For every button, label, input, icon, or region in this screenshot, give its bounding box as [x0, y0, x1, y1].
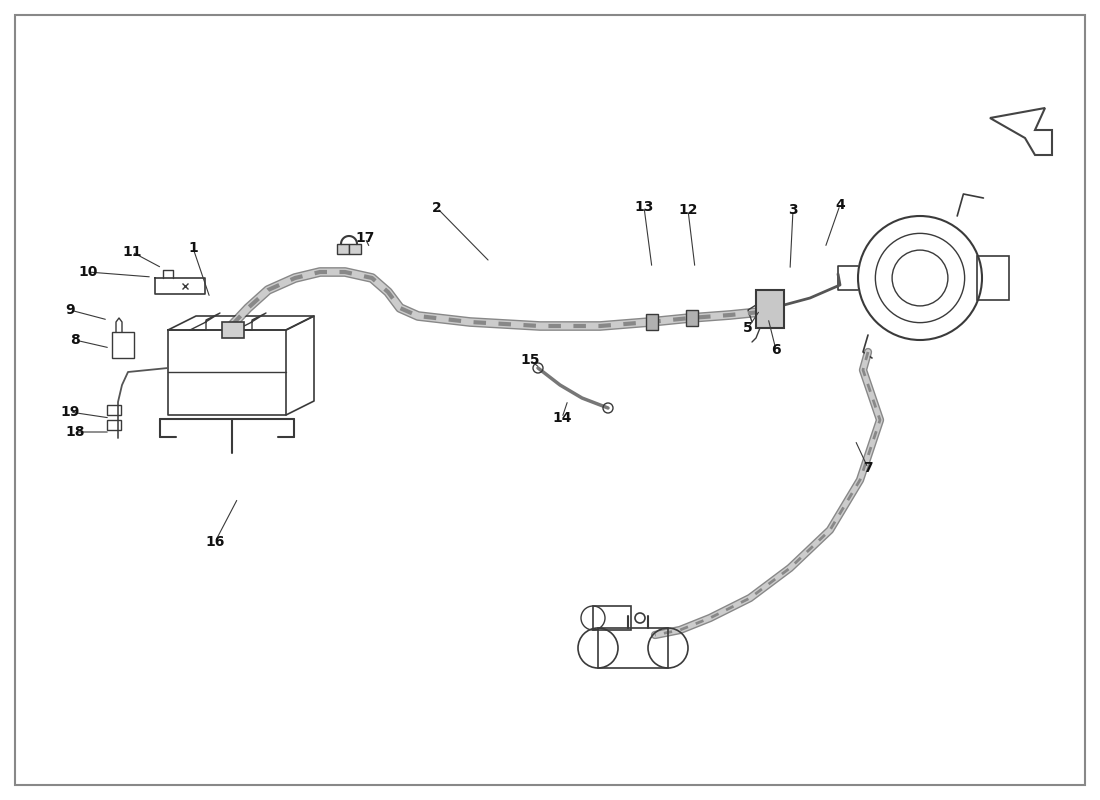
Text: 1: 1 — [188, 241, 198, 255]
Bar — [107, 405, 121, 415]
Text: 3: 3 — [789, 203, 797, 217]
Text: 17: 17 — [355, 231, 375, 245]
Text: 7: 7 — [864, 461, 872, 475]
Bar — [349, 244, 361, 254]
Text: 16: 16 — [206, 535, 224, 549]
Text: 12: 12 — [679, 203, 697, 217]
Bar — [107, 420, 121, 430]
Bar — [337, 244, 349, 254]
Text: 18: 18 — [65, 425, 85, 439]
Bar — [977, 256, 1009, 300]
Text: 2: 2 — [432, 201, 442, 215]
Text: 14: 14 — [552, 411, 572, 425]
Text: 9: 9 — [65, 303, 75, 317]
Text: 11: 11 — [122, 245, 142, 259]
Text: 8: 8 — [70, 333, 80, 347]
Bar — [598, 628, 668, 668]
Text: 10: 10 — [78, 265, 98, 279]
Text: 6: 6 — [771, 343, 781, 357]
Text: 15: 15 — [520, 353, 540, 367]
Bar — [686, 310, 698, 326]
Bar — [222, 322, 244, 338]
Text: 4: 4 — [835, 198, 845, 212]
Text: 5: 5 — [744, 321, 752, 335]
Bar — [593, 606, 631, 630]
Bar — [112, 332, 134, 358]
Text: 19: 19 — [60, 405, 79, 419]
Bar — [646, 314, 658, 330]
Text: 13: 13 — [635, 200, 653, 214]
Bar — [756, 290, 784, 328]
